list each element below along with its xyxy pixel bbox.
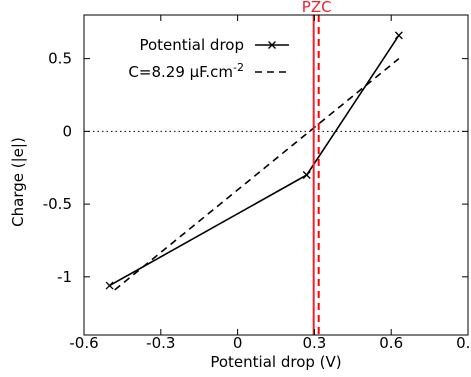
legend-marker-potential-drop-stroke-b	[268, 41, 276, 49]
data-point-1	[105, 281, 114, 290]
x-tick-label: -0.6	[69, 334, 98, 352]
data-point-2	[302, 171, 311, 179]
legend-label-capacitance: C=8.29 μF.cm-2	[128, 61, 244, 81]
y-tick-label: 0.5	[48, 50, 72, 68]
y-axis-label: Charge (|e|)	[9, 137, 27, 227]
pzc-label: PZC	[302, 0, 332, 16]
y-tick-label: 0	[62, 122, 72, 140]
x-tick-label: -0.3	[146, 334, 175, 352]
x-tick-labels: -0.6 -0.3 0 0.3 0.6 0.9	[69, 334, 471, 352]
x-tick-label: 0.9	[456, 334, 471, 352]
x-tick-label: 0.3	[302, 334, 326, 352]
pzc-annotation-layer: PZC	[302, 0, 332, 335]
x-tick-label: 0	[233, 334, 243, 352]
series-capacitance-fit-line	[114, 58, 400, 291]
legend-label-potential-drop: Potential drop	[139, 36, 244, 54]
data-point-1-stroke-b	[105, 281, 114, 290]
y-tick-label: -1	[57, 268, 72, 286]
axes-frame	[83, 14, 469, 336]
data-point-3	[394, 31, 403, 40]
data-point-2-stroke-b	[302, 171, 311, 179]
legend: Potential drop C=8.29 μF.cm-2	[128, 36, 244, 81]
data-point-3-stroke-b	[394, 31, 403, 40]
y-tick-labels: 0.5 0 -0.5 -1	[43, 50, 72, 286]
series-layer	[105, 31, 403, 291]
plot-frame	[83, 14, 469, 336]
x-axis-label: Potential drop (V)	[210, 353, 341, 371]
x-tick-label: 0.6	[379, 334, 403, 352]
y-tick-label: -0.5	[43, 195, 72, 213]
legend-marker-potential-drop	[268, 41, 276, 49]
